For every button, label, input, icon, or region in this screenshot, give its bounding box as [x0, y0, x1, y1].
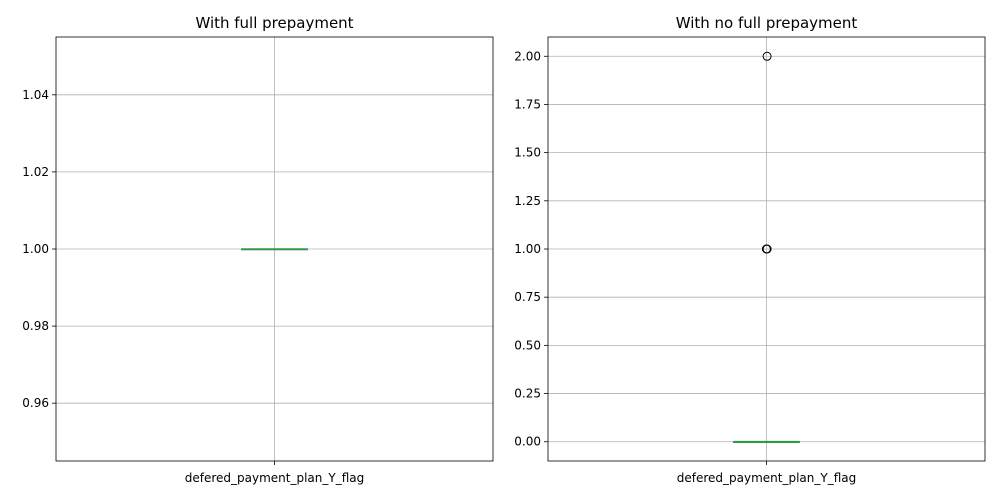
y-tick-label: 0.00: [514, 435, 541, 449]
y-tick-label: 1.25: [514, 194, 541, 208]
x-tick-label: defered_payment_plan_Y_flag: [185, 471, 365, 485]
x-tick-label: defered_payment_plan_Y_flag: [677, 471, 857, 485]
y-tick-label: 0.98: [22, 319, 49, 333]
subplot-full-prepayment: With full prepayment 0.96 0.98 1.00 1.02 1.0…: [22, 14, 494, 485]
box-plot: [733, 51, 800, 444]
y-tick-label: 1.00: [514, 242, 541, 256]
y-axis: 0.00 0.25 0.50 0.75 1.00 1.25 1.50 1.75 2.00: [514, 49, 548, 449]
outlier-point: [762, 51, 772, 61]
y-tick-label: 0.75: [514, 290, 541, 304]
box-plot: [241, 248, 308, 251]
y-tick-label: 2.00: [514, 49, 541, 63]
y-tick-label: 1.04: [22, 88, 49, 102]
y-tick-label: 1.50: [514, 146, 541, 160]
y-tick-label: 1.02: [22, 165, 49, 179]
chart-title: With full prepayment: [195, 14, 353, 32]
y-tick-label: 0.50: [514, 338, 541, 352]
outlier-point: [762, 244, 771, 254]
subplot-no-full-prepayment: With no full prepayment 0.00 0.25 0.50 0.75…: [514, 14, 986, 485]
y-tick-label: 0.96: [22, 396, 49, 410]
grid: [548, 37, 985, 461]
y-axis: 0.96 0.98 1.00 1.02 1.04: [22, 88, 56, 410]
x-axis: defered_payment_plan_Y_flag: [677, 461, 857, 485]
x-axis: defered_payment_plan_Y_flag: [185, 461, 365, 485]
chart-title: With no full prepayment: [676, 14, 858, 32]
y-tick-label: 1.00: [22, 242, 49, 256]
y-tick-label: 1.75: [514, 97, 541, 111]
y-tick-label: 0.25: [514, 387, 541, 401]
